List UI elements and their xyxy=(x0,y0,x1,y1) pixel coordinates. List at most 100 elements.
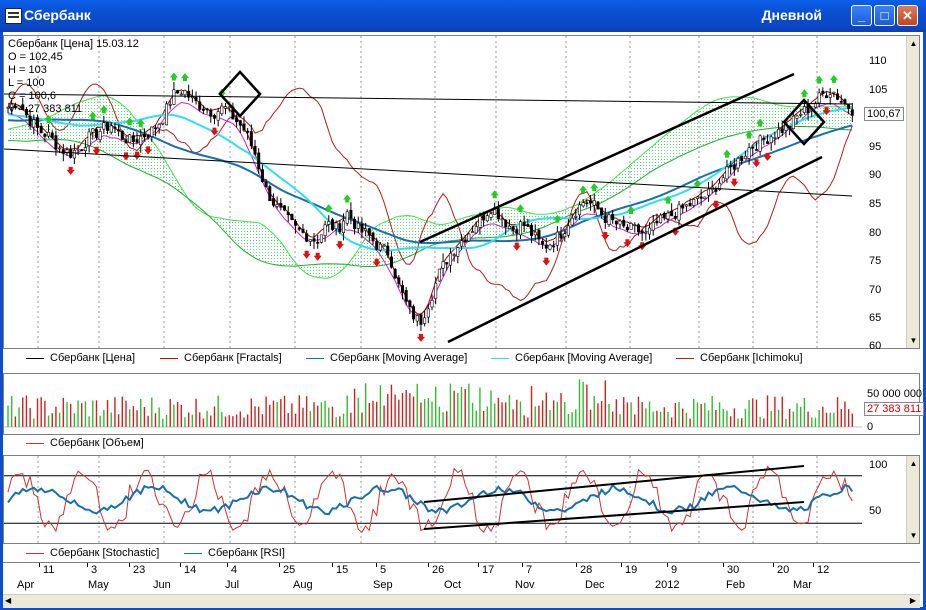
candle-body xyxy=(799,114,803,116)
fractal-down-icon xyxy=(144,146,153,155)
ichimoku-kijun xyxy=(7,101,853,316)
candle-body xyxy=(777,128,781,138)
x-month-label: May xyxy=(88,579,109,591)
candle-body xyxy=(629,223,633,230)
time-scrollbar[interactable]: ◀ ▶ xyxy=(3,594,920,608)
fractal-down-icon xyxy=(763,152,772,161)
candle-body xyxy=(666,212,670,220)
candle-body xyxy=(725,166,729,180)
candle-body xyxy=(316,241,320,244)
candle-body xyxy=(131,135,135,142)
close-button[interactable]: ✕ xyxy=(897,5,918,26)
x-day-label: 23 xyxy=(133,564,146,576)
ohlc-high: H = 103 xyxy=(8,64,47,76)
x-day-label: 20 xyxy=(777,564,790,576)
x-day-label: 28 xyxy=(580,564,593,576)
candle-body xyxy=(644,232,648,234)
rsi-line xyxy=(7,483,854,516)
x-tick xyxy=(279,563,280,567)
candle-body xyxy=(581,202,585,207)
fractal-up-icon xyxy=(829,74,838,83)
x-tick xyxy=(376,563,377,567)
candle-body xyxy=(603,215,607,223)
candle-body xyxy=(673,215,677,219)
legend-item-ichimoku: Сбербанк [Ichimoku] xyxy=(676,352,803,364)
candle-body xyxy=(58,147,62,150)
fractal-down-icon xyxy=(623,239,632,248)
scroll-left-icon[interactable]: ◀ xyxy=(5,596,12,605)
candle-body xyxy=(179,93,183,96)
candle-body xyxy=(769,136,773,144)
volume-tick: 0 xyxy=(867,421,874,433)
x-day-label: 12 xyxy=(817,564,830,576)
x-day-label: 14 xyxy=(184,564,197,576)
timeframe-label[interactable]: Дневной xyxy=(761,7,822,23)
scroll-right-icon[interactable]: ▶ xyxy=(909,596,916,605)
x-month-label: Mar xyxy=(793,579,812,591)
candle-body xyxy=(87,131,91,146)
candle-body xyxy=(290,213,294,221)
fractal-up-icon xyxy=(125,117,134,126)
x-day-label: 7 xyxy=(526,564,533,576)
candle-body xyxy=(758,135,762,152)
minimize-button[interactable]: _ xyxy=(851,5,872,26)
candle-body xyxy=(109,125,113,133)
diamond-pattern xyxy=(782,98,826,146)
candle-body xyxy=(404,290,408,302)
osc-scrollbar[interactable]: ▲ ▼ xyxy=(906,456,919,543)
candle-body xyxy=(227,106,231,109)
candle-body xyxy=(670,210,674,217)
ohlc-header: Сбербанк [Цена] 15.03.12 xyxy=(8,38,139,50)
candle-body xyxy=(305,233,309,242)
maximize-button[interactable]: □ xyxy=(874,5,895,26)
ohlc-low: L = 100 xyxy=(8,77,45,89)
volume-chart[interactable] xyxy=(4,374,862,434)
candle-body xyxy=(548,244,552,250)
scroll-up-icon[interactable]: ▲ xyxy=(909,39,918,48)
candle-body xyxy=(13,105,17,109)
candle-body xyxy=(478,215,482,228)
candle-body xyxy=(319,234,323,243)
x-month-label: 2012 xyxy=(655,579,680,591)
candle-body xyxy=(751,146,755,149)
candle-body xyxy=(301,228,305,233)
fractal-up-icon xyxy=(88,111,97,120)
trend-line xyxy=(447,155,823,344)
candle-body xyxy=(507,225,511,229)
candle-body xyxy=(69,149,73,158)
candle-body xyxy=(423,317,427,324)
candle-body xyxy=(257,152,261,170)
candle-body xyxy=(817,92,821,104)
ichimoku-cloud xyxy=(8,95,853,279)
price-scrollbar[interactable]: ▲ ▼ xyxy=(906,36,919,348)
candle-body xyxy=(72,149,76,159)
scroll-down-icon[interactable]: ▼ xyxy=(909,531,918,540)
scroll-up-icon[interactable]: ▲ xyxy=(909,459,918,468)
time-axis[interactable]: 11 3 23 14 4 25 15 5 26 17 7 28 19 9 30 20 12 Apr May Jun Ju… xyxy=(3,562,920,595)
x-tick xyxy=(332,563,333,567)
fractal-down-icon xyxy=(512,242,521,251)
candle-body xyxy=(6,106,10,109)
x-month-label: Sep xyxy=(373,579,393,591)
candle-body xyxy=(585,202,589,205)
price-chart[interactable] xyxy=(4,36,862,348)
candle-body xyxy=(168,104,172,106)
price-legend: Сбербанк [Цена] Сбербанк [Fractals] Сбер… xyxy=(4,352,862,366)
candle-body xyxy=(201,108,205,111)
candle-body xyxy=(28,115,32,127)
price-tick: 75 xyxy=(869,255,882,267)
candle-body xyxy=(128,134,132,143)
price-tick: 90 xyxy=(869,169,882,181)
x-tick xyxy=(180,563,181,567)
candle-body xyxy=(260,169,264,183)
candle-body xyxy=(113,126,117,129)
candle-body xyxy=(198,101,202,110)
oscillator-chart[interactable] xyxy=(4,456,862,543)
ohlc-volume: V = 27 383 811 xyxy=(8,103,83,115)
scroll-down-icon[interactable]: ▼ xyxy=(909,336,918,345)
candle-body xyxy=(526,224,530,227)
legend-item-fractals: Сбербанк [Fractals] xyxy=(160,352,282,364)
candle-body xyxy=(386,245,390,256)
x-tick xyxy=(478,563,479,567)
fractal-up-icon xyxy=(324,204,333,213)
